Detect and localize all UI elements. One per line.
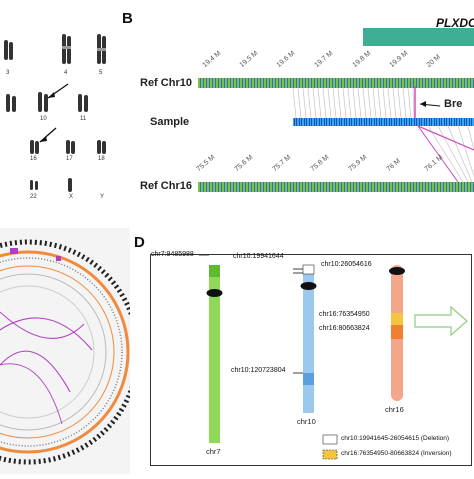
chr-number-17: 17 xyxy=(66,156,73,162)
chr10-breakpoint-1-label: chr10:19941644 xyxy=(233,253,284,260)
chr16-label: chr16 xyxy=(385,405,404,414)
sample-track xyxy=(293,118,474,126)
ref-chr16-track xyxy=(198,182,474,192)
chr-number-16: 16 xyxy=(30,156,37,162)
ref-chr10-track xyxy=(198,78,474,88)
chr-number-11: 11 xyxy=(80,116,87,122)
panel-letter-d: D xyxy=(134,234,145,251)
chr-number-22: 22 xyxy=(30,194,37,200)
chr10-bar xyxy=(303,265,314,413)
ref-chr10-label: Ref Chr10 xyxy=(140,77,192,89)
legend-inversion-label: chr16:76354950-80663824 (Inversion) xyxy=(341,450,452,457)
circos-plot xyxy=(0,239,141,465)
chr7-breakpoint-label: chr7:9485988 xyxy=(151,251,194,258)
panel-b-alignment: PLXDC Ref Chr10 Sample Ref Chr16 Bre 19.… xyxy=(118,0,474,225)
breakpoint-label: Bre xyxy=(444,98,463,110)
schematic-graphics xyxy=(199,254,468,460)
chr16-breakpoint-1-label: chr16:76354950 xyxy=(319,311,370,318)
chr-number-5: 5 xyxy=(99,70,103,76)
chr-number-4: 4 xyxy=(64,70,68,76)
legend-inversion-swatch xyxy=(322,449,338,460)
legend-deletion-swatch xyxy=(322,434,338,445)
chr16-breakpoint-2-label: chr16:80663824 xyxy=(319,325,370,332)
panel-letter-b: B xyxy=(122,10,133,27)
legend-deletion-label: chr10:19941645-26054615 (Deletion) xyxy=(341,435,450,442)
chr-number-10: 10 xyxy=(40,116,47,122)
chr7-bar xyxy=(209,265,220,443)
gene-label: PLXDC xyxy=(436,16,474,30)
chr7-label: chr7 xyxy=(206,447,221,456)
karyotype-image xyxy=(4,34,106,192)
panel-d-schematic: chr7:9485988 chr10:19941644 chr10:260546… xyxy=(150,251,472,466)
chr-number-3: 3 xyxy=(6,70,10,76)
alignment-graphics xyxy=(198,28,474,192)
chr10-breakpoint-2-label: chr10:26054616 xyxy=(321,261,372,268)
chr-number-x: X xyxy=(69,194,74,200)
chr-number-y: Y xyxy=(100,194,105,200)
chr-number-18: 18 xyxy=(98,156,105,162)
panel-c-circos xyxy=(0,228,141,474)
gene-bar xyxy=(363,28,474,46)
chr10-breakpoint-3-label: chr10:120723804 xyxy=(231,367,286,374)
chr10-label: chr10 xyxy=(297,417,316,426)
panel-a-karyotype: 3 4 5 10 11 16 17 18 22 X Y xyxy=(0,0,118,225)
ref-chr16-label: Ref Chr16 xyxy=(140,180,192,192)
sample-label: Sample xyxy=(150,116,190,128)
